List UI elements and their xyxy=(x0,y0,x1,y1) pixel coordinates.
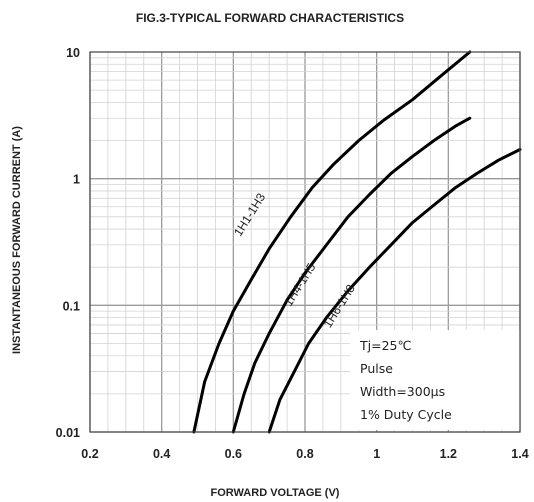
series-layer xyxy=(192,50,522,434)
y-tick-label: 0.01 xyxy=(56,426,80,440)
x-tick-label: 1.4 xyxy=(511,447,528,461)
ticks: 0.2 0.4 0.6 0.8 1 1.2 1.4 0.01 0.1 1 10 xyxy=(56,46,529,461)
x-tick-label: 0.2 xyxy=(81,447,98,461)
series-line-1 xyxy=(192,50,472,434)
x-axis-label: FORWARD VOLTAGE (V) xyxy=(211,487,340,499)
condition-note: Width=300µs xyxy=(360,384,445,399)
condition-note: 1% Duty Cycle xyxy=(360,407,452,422)
plot-frame xyxy=(89,51,521,433)
x-tick-label: 0.4 xyxy=(153,447,170,461)
conditions-notes: Tj=25℃ Pulse Width=300µs 1% Duty Cycle xyxy=(359,338,452,422)
x-tick-label: 1 xyxy=(373,447,380,461)
series-label-1: 1H1-1H3 xyxy=(231,190,268,238)
series-line-2 xyxy=(231,116,472,434)
y-axis-label: INSTANTANEOUS FORWARD CURRENT (A) xyxy=(11,126,23,354)
y-tick-label: 0.1 xyxy=(63,299,80,313)
chart-title: FIG.3-TYPICAL FORWARD CHARACTERISTICS xyxy=(136,11,404,25)
y-tick-label: 1 xyxy=(73,173,80,187)
condition-note: Pulse xyxy=(360,361,393,376)
condition-note: Tj=25℃ xyxy=(359,338,412,353)
x-tick-label: 1.2 xyxy=(440,447,457,461)
x-tick-label: 0.6 xyxy=(225,447,242,461)
series-line-3 xyxy=(267,148,522,434)
x-tick-label: 0.8 xyxy=(296,447,313,461)
y-tick-label: 10 xyxy=(66,46,80,60)
conditions-box xyxy=(350,330,520,430)
